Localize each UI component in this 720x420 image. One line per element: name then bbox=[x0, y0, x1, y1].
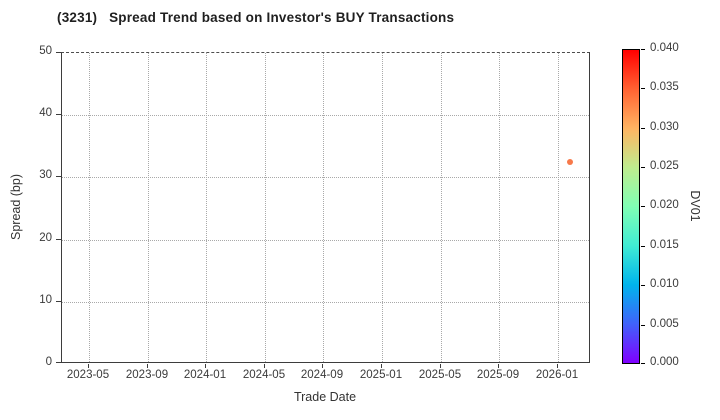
colorbar-tick-mark bbox=[641, 206, 645, 207]
colorbar-tick-label: 0.000 bbox=[650, 356, 679, 368]
x-tick-label: 2025-09 bbox=[476, 369, 520, 381]
plot-area bbox=[61, 52, 590, 363]
gridline-v-2025-09 bbox=[499, 53, 500, 362]
y-tick-mark bbox=[56, 362, 61, 363]
colorbar-tick-label: 0.040 bbox=[650, 42, 679, 54]
x-tick-mark bbox=[381, 364, 382, 368]
data-point bbox=[567, 159, 573, 165]
gridline-v-2023-09 bbox=[148, 53, 149, 362]
gridline-v-2026-01 bbox=[558, 53, 559, 362]
x-tick-mark bbox=[322, 364, 323, 368]
y-tick-label: 0 bbox=[45, 356, 52, 368]
x-tick-label: 2026-01 bbox=[535, 369, 579, 381]
gridline-h-40 bbox=[62, 115, 589, 116]
x-tick-mark bbox=[205, 364, 206, 368]
chart-title: (3231) Spread Trend based on Investor's … bbox=[57, 10, 455, 25]
gridline-h-30 bbox=[62, 177, 589, 178]
colorbar-tick-mark bbox=[641, 167, 645, 168]
y-tick-label: 10 bbox=[39, 294, 52, 306]
x-tick-mark bbox=[498, 364, 499, 368]
y-tick-label: 20 bbox=[39, 232, 52, 244]
x-tick-label: 2025-05 bbox=[418, 369, 462, 381]
colorbar-tick-mark bbox=[641, 49, 645, 50]
colorbar-tick-mark bbox=[641, 246, 645, 247]
y-tick-mark bbox=[56, 301, 61, 302]
colorbar-tick-label: 0.015 bbox=[650, 239, 679, 251]
x-tick-mark bbox=[557, 364, 558, 368]
y-axis-label: Spread (bp) bbox=[9, 173, 23, 241]
colorbar-tick-label: 0.035 bbox=[650, 81, 679, 93]
colorbar-tick-label: 0.010 bbox=[650, 278, 679, 290]
x-tick-label: 2023-09 bbox=[125, 369, 169, 381]
y-tick-mark bbox=[56, 114, 61, 115]
colorbar-label: DV01 bbox=[688, 190, 702, 222]
x-tick-mark bbox=[147, 364, 148, 368]
y-tick-mark bbox=[56, 52, 61, 53]
gridline-v-2025-05 bbox=[441, 53, 442, 362]
colorbar-tick-label: 0.030 bbox=[650, 121, 679, 133]
gridline-h-10 bbox=[62, 302, 589, 303]
y-tick-label: 50 bbox=[39, 45, 52, 57]
x-axis-label: Trade Date bbox=[293, 390, 357, 404]
x-tick-mark bbox=[88, 364, 89, 368]
colorbar-tick-label: 0.005 bbox=[650, 318, 679, 330]
colorbar bbox=[622, 49, 640, 364]
colorbar-tick-mark bbox=[641, 128, 645, 129]
colorbar-tick-label: 0.020 bbox=[650, 199, 679, 211]
x-tick-label: 2024-05 bbox=[242, 369, 286, 381]
colorbar-tick-mark bbox=[641, 88, 645, 89]
gridline-v-2024-05 bbox=[265, 53, 266, 362]
x-tick-mark bbox=[264, 364, 265, 368]
colorbar-tick-label: 0.025 bbox=[650, 160, 679, 172]
colorbar-tick-mark bbox=[641, 285, 645, 286]
y-tick-label: 30 bbox=[39, 169, 52, 181]
y-tick-label: 40 bbox=[39, 107, 52, 119]
gridline-h-20 bbox=[62, 240, 589, 241]
gridline-v-2024-09 bbox=[323, 53, 324, 362]
colorbar-tick-mark bbox=[641, 325, 645, 326]
gridline-v-2025-01 bbox=[382, 53, 383, 362]
colorbar-tick-mark bbox=[641, 363, 645, 364]
y-tick-mark bbox=[56, 176, 61, 177]
x-tick-mark bbox=[440, 364, 441, 368]
x-tick-label: 2024-09 bbox=[300, 369, 344, 381]
x-tick-label: 2023-05 bbox=[66, 369, 110, 381]
y-tick-mark bbox=[56, 239, 61, 240]
gridline-v-2023-05 bbox=[89, 53, 90, 362]
x-tick-label: 2025-01 bbox=[359, 369, 403, 381]
gridline-v-2024-01 bbox=[206, 53, 207, 362]
x-tick-label: 2024-01 bbox=[183, 369, 227, 381]
